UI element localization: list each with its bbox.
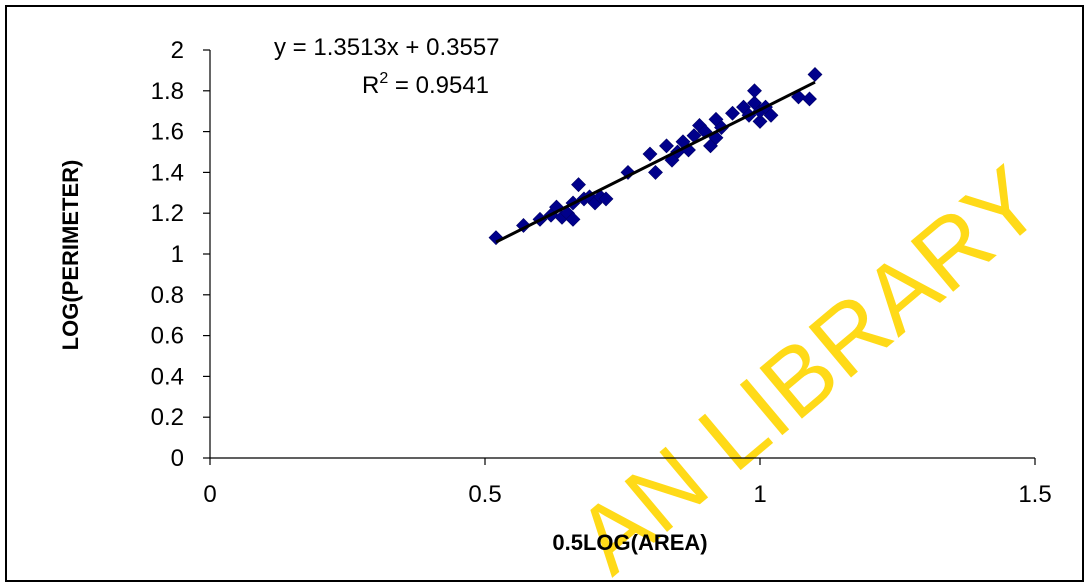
data-point xyxy=(659,138,674,154)
data-point xyxy=(565,211,581,227)
chart-frame xyxy=(5,5,1084,582)
y-tick-label: 0 xyxy=(171,445,184,472)
watermark: AN LIBRARY xyxy=(557,146,1062,585)
x-axis-title: 0.5LOG(AREA) xyxy=(552,530,707,555)
data-point xyxy=(747,83,762,99)
x-tick-label: 0.5 xyxy=(468,481,501,508)
data-point xyxy=(725,105,740,121)
y-axis-title: LOG(PERIMETER) xyxy=(58,160,83,351)
data-point xyxy=(598,191,614,207)
r-squared-prefix: R xyxy=(362,72,379,99)
y-tick-label: 0.4 xyxy=(151,363,184,390)
y-tick-label: 2 xyxy=(171,37,184,64)
y-tick-label: 1.6 xyxy=(151,119,184,146)
trendline-group xyxy=(495,80,816,244)
y-tick-label: 1.4 xyxy=(151,159,184,186)
y-tick-label: 0.2 xyxy=(151,404,184,431)
r-squared-superscript: 2 xyxy=(379,70,388,87)
x-tick-label: 1.5 xyxy=(1018,481,1051,508)
data-point xyxy=(648,164,663,180)
equation-text: y = 1.3513x + 0.3557 xyxy=(274,34,500,61)
x-tick-label: 0 xyxy=(203,481,216,508)
r-squared-value: = 0.9541 xyxy=(388,72,489,99)
y-tick-label: 1.8 xyxy=(151,78,184,105)
trendline xyxy=(495,80,816,244)
data-point xyxy=(571,177,586,193)
axis-labels: 0.5LOG(AREA) LOG(PERIMETER) xyxy=(58,160,708,555)
axes: 0 0.2 0.4 0.6 0.8 1 1.2 1.4 1.6 1.8 2 0 0.5 1 1.5 xyxy=(151,37,1052,508)
y-tick-label: 0.8 xyxy=(151,282,184,309)
trendline-equation: y = 1.3513x + 0.3557 R2 = 0.9541 xyxy=(274,34,500,99)
x-tick-label: 1 xyxy=(753,481,766,508)
watermark-text: AN LIBRARY xyxy=(557,146,1062,585)
data-point xyxy=(620,164,636,180)
y-tick-label: 0.6 xyxy=(151,323,184,350)
r-squared-text: R2 = 0.9541 xyxy=(362,70,489,99)
data-point xyxy=(763,107,779,123)
data-point xyxy=(752,113,768,129)
data-point xyxy=(488,230,504,246)
data-point xyxy=(807,67,823,82)
y-tick-label: 1.2 xyxy=(151,200,184,227)
data-point xyxy=(642,146,658,162)
data-points xyxy=(488,67,823,246)
data-point xyxy=(802,91,817,107)
y-tick-label: 1 xyxy=(171,241,184,268)
